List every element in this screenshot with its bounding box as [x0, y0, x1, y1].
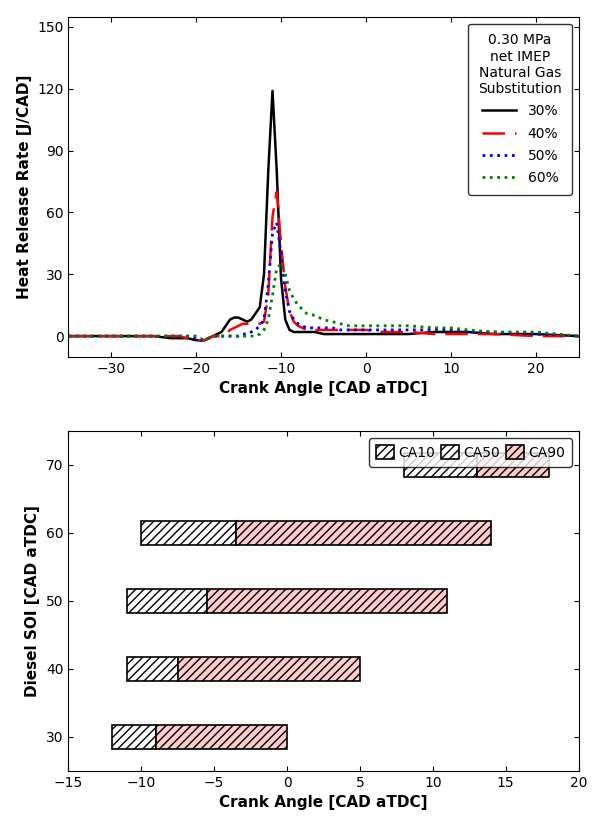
Bar — [127, 657, 178, 681]
Y-axis label: Heat Release Rate [J/CAD]: Heat Release Rate [J/CAD] — [17, 74, 31, 299]
Bar — [477, 453, 550, 477]
Bar — [403, 453, 477, 477]
Bar — [178, 657, 360, 681]
Bar — [156, 725, 287, 748]
Bar — [207, 589, 448, 613]
Legend: CA10, CA50, CA90: CA10, CA50, CA90 — [370, 437, 571, 466]
X-axis label: Crank Angle [CAD aTDC]: Crank Angle [CAD aTDC] — [219, 796, 428, 810]
Y-axis label: Diesel SOI [CAD aTDC]: Diesel SOI [CAD aTDC] — [25, 505, 40, 697]
Bar — [127, 589, 207, 613]
Bar — [112, 725, 156, 748]
Bar — [141, 521, 236, 545]
X-axis label: Crank Angle [CAD aTDC]: Crank Angle [CAD aTDC] — [219, 381, 428, 396]
Bar — [236, 521, 491, 545]
Legend: 30%, 40%, 50%, 60%: 30%, 40%, 50%, 60% — [469, 24, 571, 195]
